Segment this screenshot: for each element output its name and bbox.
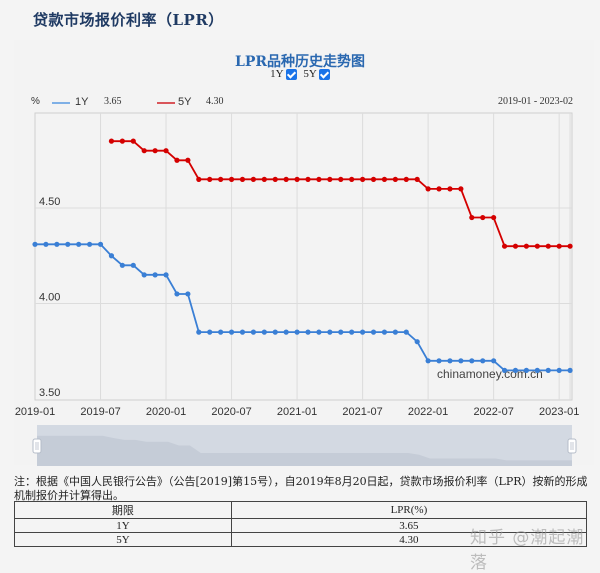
svg-text:2020-07: 2020-07 xyxy=(211,406,251,418)
slider-handle[interactable] xyxy=(32,438,42,454)
header-term: 期限 xyxy=(14,501,232,519)
legend-1y-latest: 3.65 xyxy=(104,96,122,107)
toggle-5y[interactable]: 5Y xyxy=(303,68,330,80)
svg-text:2022-07: 2022-07 xyxy=(473,406,513,418)
series-toggles: 1Y 5Y xyxy=(0,68,600,80)
svg-text:2021-01: 2021-01 xyxy=(277,406,317,418)
chart-series xyxy=(32,138,573,373)
legend-5y-name[interactable]: 5Y xyxy=(178,96,192,108)
slider-handle[interactable] xyxy=(567,438,577,454)
svg-text:2020-01: 2020-01 xyxy=(146,406,186,418)
line-chart-plot: 4.50 4.00 3.50 2019-01 2019-07 2020-01 2020-0… xyxy=(15,112,580,466)
table-row: 5Y 4.30 xyxy=(14,532,588,547)
svg-text:4.50: 4.50 xyxy=(39,196,60,208)
toggle-1y-label: 1Y xyxy=(270,68,284,80)
svg-text:2023-01: 2023-01 xyxy=(539,406,579,418)
legend-5y-latest: 4.30 xyxy=(206,96,224,107)
svg-text:4.00: 4.00 xyxy=(39,292,60,304)
unit-label: % xyxy=(31,96,40,107)
lpr-table: 期限 LPR(%) 1Y 3.65 5Y 4.30 xyxy=(14,501,588,547)
cell-term: 1Y xyxy=(14,518,232,533)
x-axis-ticks: 2019-01 2019-07 2020-01 2020-07 2021-01 2021-… xyxy=(15,406,580,418)
svg-text:2019-07: 2019-07 xyxy=(80,406,120,418)
footnote: 注：根据《中国人民银行公告》（公告[2019]第15号），自2019年8月20日… xyxy=(14,475,588,502)
chart-legend: % 1Y 3.65 5Y 4.30 2019-01 - 2023-02 xyxy=(0,96,600,110)
legend-1y-name[interactable]: 1Y xyxy=(75,96,89,108)
date-range: 2019-01 - 2023-02 xyxy=(498,96,573,107)
data-zoom-slider[interactable] xyxy=(32,425,577,466)
legend-line-1y-icon xyxy=(52,102,70,104)
checkbox-checked-icon[interactable] xyxy=(285,68,297,80)
header-lpr: LPR(%) xyxy=(230,501,588,519)
site-watermark: 知乎 @潮起潮落 xyxy=(470,528,585,573)
legend-line-5y-icon xyxy=(157,102,175,104)
table-header-row: 期限 LPR(%) xyxy=(14,501,588,519)
svg-text:3.50: 3.50 xyxy=(39,387,60,399)
page-title: 贷款市场报价利率（LPR） xyxy=(33,11,224,29)
svg-text:2022-01: 2022-01 xyxy=(408,406,448,418)
toggle-1y[interactable]: 1Y xyxy=(270,68,297,80)
cell-term: 5Y xyxy=(14,532,232,547)
y-axis-ticks: 4.50 4.00 3.50 xyxy=(39,196,60,399)
svg-text:2021-07: 2021-07 xyxy=(342,406,382,418)
toggle-5y-label: 5Y xyxy=(303,68,317,80)
chart-title: LPR品种历史走势图 xyxy=(234,54,365,70)
cell-rate: 4.30 xyxy=(230,532,588,547)
chart-grid xyxy=(34,112,573,401)
svg-text:2019-01: 2019-01 xyxy=(15,406,55,418)
checkbox-checked-icon[interactable] xyxy=(318,68,330,80)
